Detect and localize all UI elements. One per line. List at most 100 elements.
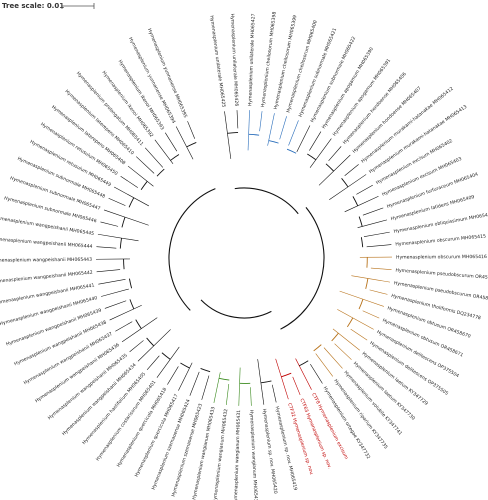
tree-scale-label: Tree scale: 0.01	[2, 2, 64, 10]
branch-arc	[331, 332, 339, 342]
branch	[156, 346, 180, 378]
backbone-arc	[280, 207, 325, 330]
branch	[100, 221, 119, 227]
branch	[357, 219, 388, 228]
branch	[309, 138, 332, 168]
branch-arc	[123, 259, 125, 270]
branch-arc	[307, 153, 317, 161]
branch	[144, 147, 164, 168]
branch	[114, 186, 149, 207]
backbone-arc	[168, 188, 216, 311]
branch-arc	[341, 178, 349, 188]
branch	[310, 363, 323, 384]
branch	[109, 304, 142, 321]
branch	[175, 126, 194, 160]
branch	[103, 209, 149, 226]
branch	[154, 139, 174, 165]
branch	[167, 366, 179, 385]
branch	[247, 110, 250, 151]
branch	[309, 131, 322, 151]
branch	[318, 154, 351, 186]
branch-arc	[146, 337, 155, 347]
branch	[351, 275, 391, 283]
branch-arc	[128, 278, 133, 289]
branch-arc	[358, 216, 363, 227]
branch	[356, 184, 373, 195]
branch	[275, 358, 289, 400]
branch	[137, 329, 171, 362]
branch	[96, 246, 117, 249]
branch	[337, 309, 374, 330]
branch	[271, 384, 277, 403]
branch-arc	[218, 377, 230, 381]
leaf-label: Hymenasplenium sp. nov. MH065420	[261, 408, 278, 494]
branch	[236, 110, 239, 129]
branch	[362, 310, 380, 319]
branch	[250, 387, 252, 406]
branch	[129, 340, 144, 353]
leaf-label: Hymenasplenium obscurum MH065415	[395, 233, 486, 247]
branch	[339, 290, 384, 307]
branch	[187, 121, 196, 139]
leaf-label: Hymenasplenium wangpeishanii MH065443	[0, 257, 92, 264]
leaf-labels: Hymenasplenium unilaterale MH065425 Hymen…	[0, 11, 488, 500]
branch	[108, 197, 126, 206]
branch	[213, 372, 221, 403]
branch	[121, 317, 158, 343]
branch-arc	[200, 368, 211, 373]
leaf-label: CTF8 Hymenasplenium excisum	[310, 392, 349, 461]
backbone-arc	[234, 187, 299, 215]
branch-arc	[260, 380, 272, 384]
branch-arc	[286, 148, 297, 154]
branch-arc	[248, 133, 260, 136]
branch	[104, 300, 127, 309]
branch-arc	[128, 197, 135, 208]
branch	[370, 267, 392, 270]
branch-arc	[313, 344, 322, 352]
branch-arc	[360, 237, 364, 248]
branch	[101, 288, 129, 297]
branches	[96, 110, 392, 406]
branch-arc	[180, 362, 190, 369]
branch-arc	[227, 131, 239, 134]
branch	[97, 233, 139, 242]
branch	[225, 383, 230, 405]
branch	[224, 111, 232, 159]
leaf-label: Hymenasplenium wangianum MH065430	[248, 410, 259, 500]
branch	[98, 279, 126, 285]
branch	[120, 175, 138, 188]
leaf-label: Hymenasplenium wangpeishanii MH065442	[0, 270, 93, 285]
branch-arc	[140, 181, 148, 191]
leaf-label: Hymenasplenium wangpeishanii MH065444	[0, 236, 93, 250]
branch-arc	[358, 299, 364, 310]
leaf-label: Hymenasplenium unilaterale MH065426	[229, 13, 239, 106]
branch-arc	[121, 216, 126, 228]
branch	[369, 289, 388, 295]
branch	[295, 358, 312, 390]
branch	[146, 355, 160, 371]
branch	[332, 328, 360, 351]
branch	[257, 359, 265, 405]
branch	[350, 328, 368, 341]
branch	[296, 125, 311, 153]
leaf-label: Hymenasplenium subnormale MH065447	[9, 175, 101, 212]
branch	[96, 269, 121, 273]
branch-arc	[170, 154, 180, 161]
branch	[127, 165, 154, 187]
backbone-arc	[200, 299, 272, 319]
branch	[136, 156, 155, 174]
branch	[259, 111, 263, 132]
branch	[344, 195, 379, 213]
branch-arc	[156, 168, 165, 177]
branch	[201, 375, 210, 400]
branch-arc	[281, 372, 292, 378]
branch-arc	[299, 360, 309, 367]
branch	[362, 207, 384, 216]
branch-arc	[186, 141, 197, 148]
branch	[363, 231, 390, 237]
branch	[315, 353, 334, 377]
branch-arc	[161, 352, 171, 360]
branch	[288, 120, 299, 146]
branch-arc	[129, 299, 135, 310]
branch-arc	[365, 278, 369, 289]
